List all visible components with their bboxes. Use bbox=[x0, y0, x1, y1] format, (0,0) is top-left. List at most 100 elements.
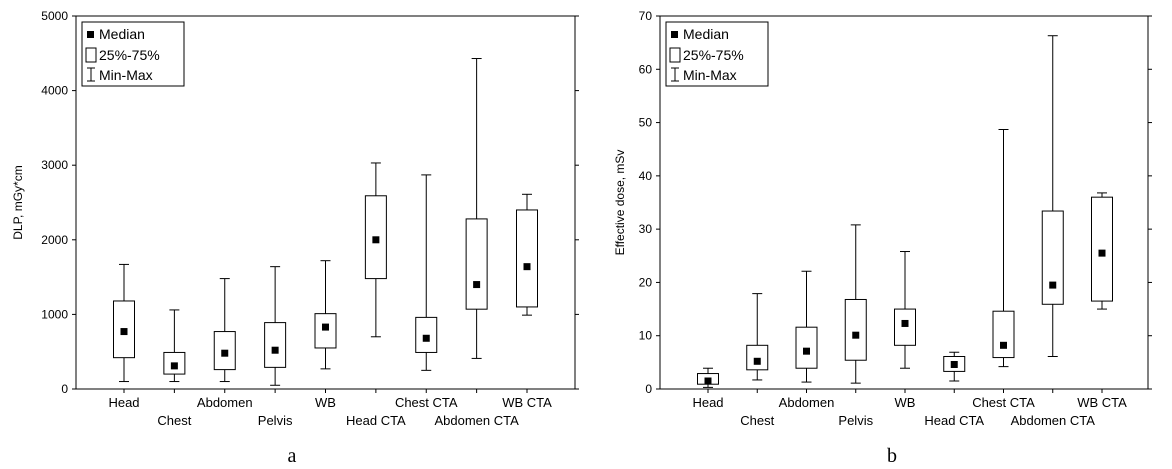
median-marker bbox=[120, 328, 128, 336]
box-wb bbox=[314, 260, 337, 370]
median-marker bbox=[271, 346, 279, 354]
y-tick-label: 0 bbox=[61, 382, 68, 396]
legend-frame bbox=[81, 21, 185, 87]
x-tick-label: Abdomen CTA bbox=[434, 413, 519, 428]
legend-median-icon bbox=[87, 31, 94, 38]
box-wb-cta bbox=[516, 193, 538, 316]
iqr-box bbox=[264, 322, 287, 368]
box-wb-cta bbox=[1091, 192, 1113, 310]
x-tick-label: Chest bbox=[157, 413, 191, 428]
panel-label-b: b bbox=[887, 445, 897, 467]
x-tick-label: Chest CTA bbox=[972, 395, 1035, 410]
legend-minmax-label: Min-Max bbox=[99, 67, 153, 83]
median-marker bbox=[901, 319, 909, 327]
iqr-box bbox=[1041, 210, 1064, 305]
legend-median-label: Median bbox=[683, 26, 729, 42]
x-tick-label: WB bbox=[895, 395, 916, 410]
box-head bbox=[113, 263, 135, 383]
box-wb bbox=[894, 251, 916, 369]
y-tick-label: 2000 bbox=[41, 233, 68, 247]
median-marker bbox=[322, 323, 329, 331]
box-abdomen bbox=[795, 270, 818, 383]
box-abdomen-cta bbox=[1041, 35, 1064, 357]
box-chest-cta bbox=[992, 128, 1015, 368]
box-head-cta bbox=[364, 162, 387, 338]
median-marker bbox=[473, 281, 481, 289]
legend-box-icon bbox=[669, 47, 681, 63]
x-tick-label: WB bbox=[315, 395, 336, 410]
chart-panel-b: 0 10 20 30 40 50 60 70 Effective dose, mSv Head Ch… bbox=[613, 9, 1152, 467]
iqr-box bbox=[992, 310, 1015, 359]
y-tick-label: 50 bbox=[639, 116, 653, 130]
y-tick-label: 30 bbox=[639, 222, 653, 236]
legend-box-label: 25%-75% bbox=[99, 47, 160, 63]
x-tick-label: WB CTA bbox=[502, 395, 552, 410]
y-tick-label: 1000 bbox=[41, 307, 68, 321]
x-tick-label: Chest CTA bbox=[395, 395, 458, 410]
median-marker bbox=[1000, 341, 1007, 349]
legend: Median 25%-75% Min-Max bbox=[665, 21, 769, 87]
y-axis-label: Effective dose, mSv bbox=[613, 150, 627, 256]
y-axis-label: DLP, mGy*cm bbox=[11, 165, 25, 239]
y-tick-label: 60 bbox=[639, 62, 653, 76]
median-marker bbox=[221, 349, 229, 357]
x-tick-label: Pelvis bbox=[838, 413, 873, 428]
x-tick-label: Pelvis bbox=[258, 413, 293, 428]
y-tick-label: 10 bbox=[639, 329, 653, 343]
box-head bbox=[697, 367, 719, 388]
median-marker bbox=[1049, 281, 1057, 289]
legend-frame bbox=[665, 21, 769, 87]
median-marker bbox=[852, 331, 860, 339]
median-marker bbox=[704, 377, 712, 385]
y-tick-label: 40 bbox=[639, 169, 653, 183]
median-marker bbox=[422, 334, 430, 342]
median-marker bbox=[170, 362, 178, 370]
legend-minmax-label: Min-Max bbox=[683, 67, 737, 83]
plot-frame bbox=[659, 15, 1149, 390]
x-tick-label: Head bbox=[108, 395, 139, 410]
x-tick-label: Head CTA bbox=[924, 413, 984, 428]
y-tick-label: 3000 bbox=[41, 158, 68, 172]
median-marker bbox=[803, 347, 810, 355]
median-marker bbox=[950, 360, 958, 368]
panel-label-a: a bbox=[288, 445, 297, 467]
chart-panel-a: 0 1000 2000 3000 4000 5000 DLP, mGy*cm Head Ches… bbox=[11, 9, 579, 467]
iqr-box bbox=[746, 344, 769, 371]
box-chest bbox=[746, 293, 769, 381]
x-tick-label: Abdomen CTA bbox=[1011, 413, 1096, 428]
legend: Median 25%-75% Min-Max bbox=[81, 21, 185, 87]
box-chest-cta bbox=[415, 174, 438, 371]
y-tick-label: 0 bbox=[645, 382, 652, 396]
box-pelvis bbox=[844, 224, 867, 384]
box-chest bbox=[163, 309, 186, 383]
median-marker bbox=[753, 357, 761, 365]
box-pelvis bbox=[264, 266, 287, 386]
y-tick-label: 4000 bbox=[41, 84, 68, 98]
x-tick-label: Abdomen bbox=[779, 395, 835, 410]
box-abdomen-cta bbox=[465, 58, 488, 359]
legend-median-icon bbox=[671, 31, 678, 38]
iqr-box bbox=[1091, 196, 1113, 302]
iqr-box bbox=[894, 308, 916, 346]
iqr-box bbox=[465, 218, 488, 310]
box-abdomen bbox=[213, 278, 236, 383]
x-tick-label: Head CTA bbox=[346, 413, 406, 428]
median-marker bbox=[1098, 249, 1106, 257]
x-tick-label: Chest bbox=[740, 413, 774, 428]
iqr-box bbox=[516, 209, 538, 308]
y-tick-label: 5000 bbox=[41, 9, 68, 23]
legend-box-icon bbox=[85, 47, 97, 63]
box-head-cta bbox=[943, 351, 966, 382]
legend-median-label: Median bbox=[99, 26, 145, 42]
x-tick-label: Abdomen bbox=[197, 395, 253, 410]
legend-box-label: 25%-75% bbox=[683, 47, 744, 63]
iqr-box bbox=[844, 298, 867, 361]
y-tick-label: 70 bbox=[639, 9, 653, 23]
median-marker bbox=[372, 236, 380, 244]
median-marker bbox=[523, 263, 531, 271]
iqr-box bbox=[314, 313, 337, 349]
x-tick-label: WB CTA bbox=[1077, 395, 1127, 410]
y-tick-label: 20 bbox=[639, 275, 653, 289]
x-tick-label: Head bbox=[692, 395, 723, 410]
